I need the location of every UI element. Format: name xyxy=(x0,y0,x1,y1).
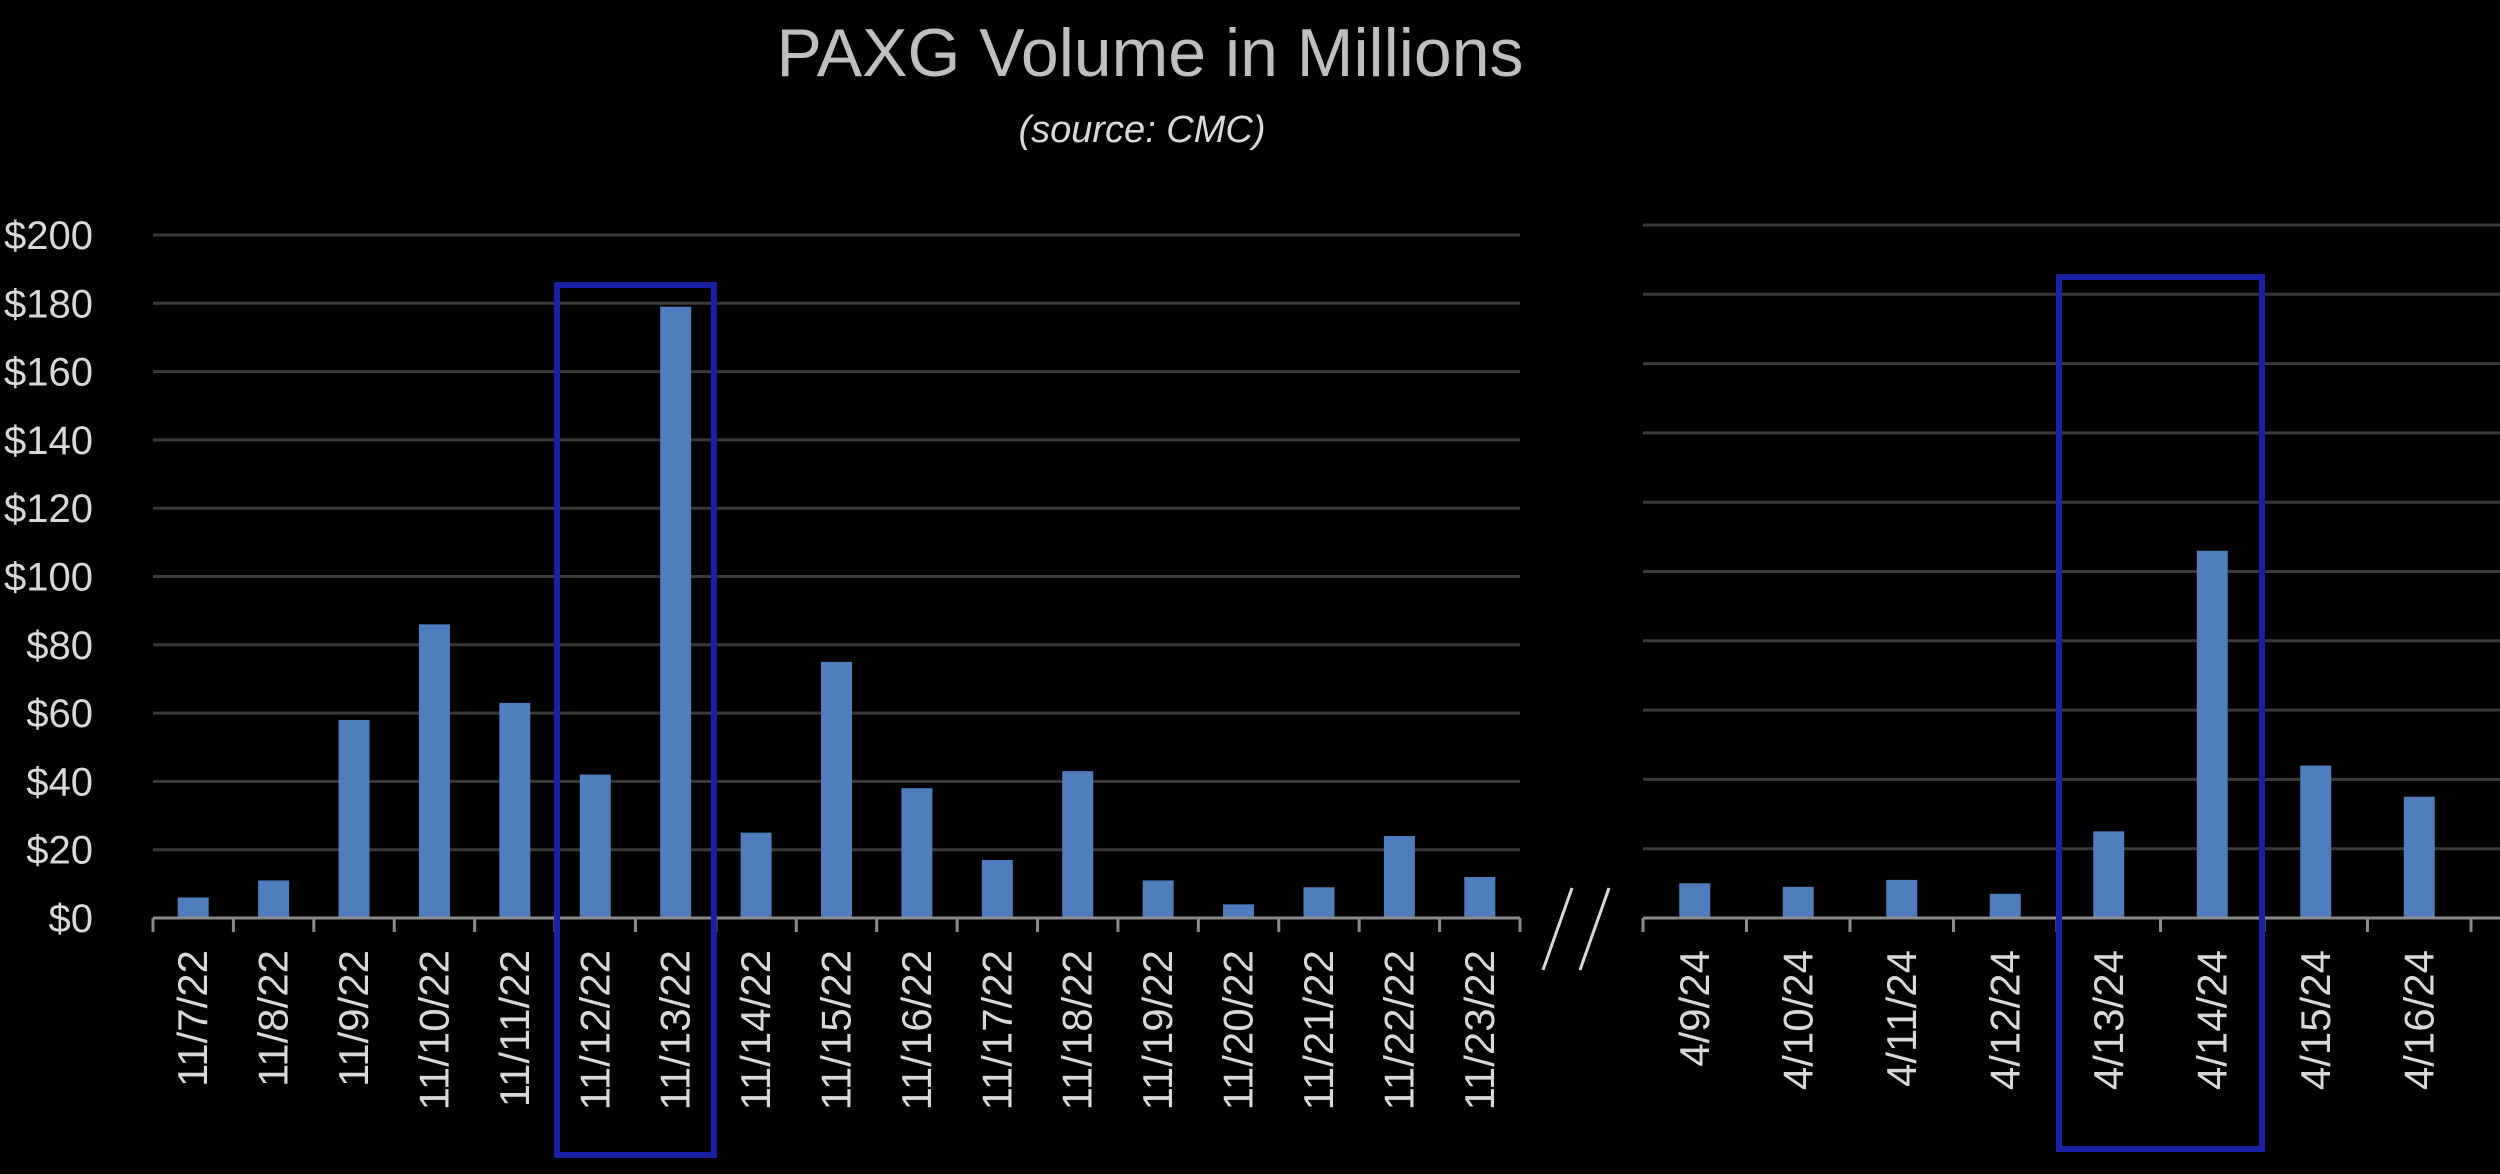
x-tick-label: 11/14/22 xyxy=(732,950,779,1110)
x-tick-label: 4/14/24 xyxy=(2188,950,2235,1090)
bar xyxy=(2196,550,2228,918)
y-tick-label: $80 xyxy=(26,624,93,668)
y-tick-label: $60 xyxy=(26,692,93,736)
x-tick-label: 11/7/22 xyxy=(169,950,216,1087)
x-tick-label: 11/12/22 xyxy=(571,950,618,1110)
bar xyxy=(660,306,692,919)
y-tick-label: $120 xyxy=(4,487,93,531)
bar xyxy=(1062,771,1094,918)
bars xyxy=(177,306,2435,919)
x-tick-label: 11/16/22 xyxy=(893,950,940,1110)
bar xyxy=(258,880,290,918)
bar xyxy=(981,859,1013,918)
bar xyxy=(2300,765,2332,918)
x-tick-label: 11/22/22 xyxy=(1375,950,1422,1110)
highlight-box xyxy=(2056,274,2265,1152)
bar xyxy=(579,774,611,918)
bar xyxy=(1142,880,1174,918)
x-tick-label: 4/10/24 xyxy=(1774,950,1821,1090)
bar xyxy=(821,661,852,918)
bar xyxy=(1886,879,1918,918)
x-tick-label: 4/11/24 xyxy=(1878,950,1925,1087)
axis-break-slash xyxy=(1578,887,1611,971)
y-tick-label: $140 xyxy=(4,419,93,463)
bar xyxy=(1383,836,1415,918)
bar xyxy=(2403,796,2435,918)
bar xyxy=(1679,883,1711,918)
axis-break-slash xyxy=(1541,887,1574,971)
bar xyxy=(418,624,450,918)
bar xyxy=(1782,886,1814,918)
bar xyxy=(740,832,772,918)
y-tick-label: $160 xyxy=(4,351,93,395)
chart-subtitle: (source: CMC) xyxy=(1018,109,1265,151)
bar xyxy=(1464,877,1496,918)
chart-title: PAXG Volume in Millions xyxy=(776,15,1523,91)
y-axis-tick-labels: $0 $20 $40 $60 $80 $100 $120 $140 $160 $180 $200 xyxy=(4,214,93,941)
x-tick-label: 11/21/22 xyxy=(1295,950,1342,1110)
y-tick-label: $20 xyxy=(26,829,93,873)
x-tick-label: 4/9/24 xyxy=(1671,950,1718,1067)
x-tick-label: 4/16/24 xyxy=(2395,950,2442,1090)
x-axis-tick-labels: 11/7/22 11/8/22 11/9/22 11/10/22 11/11/22 11/… xyxy=(169,950,2442,1110)
highlight-boxes xyxy=(554,274,2265,1158)
x-tick-label: 11/10/22 xyxy=(410,950,457,1110)
bar xyxy=(901,788,933,918)
bar xyxy=(1989,893,2021,918)
bar xyxy=(1223,904,1255,918)
bar xyxy=(1303,887,1335,918)
y-tick-label: $40 xyxy=(26,760,93,804)
y-tick-label: $200 xyxy=(4,214,93,258)
bar xyxy=(2093,831,2125,918)
x-tick-label: 11/18/22 xyxy=(1054,950,1101,1110)
x-tick-label: 4/12/24 xyxy=(1981,950,2028,1090)
x-tick-label: 11/17/22 xyxy=(973,950,1020,1110)
y-tick-label: $180 xyxy=(4,282,93,326)
bar xyxy=(499,702,531,918)
x-tick-label: 11/19/22 xyxy=(1134,950,1181,1110)
x-tick-label: 4/15/24 xyxy=(2292,950,2339,1090)
y-tick-label: $0 xyxy=(49,897,94,941)
x-tick-label: 4/13/24 xyxy=(2085,950,2132,1090)
y-tick-label: $100 xyxy=(4,556,93,600)
x-tick-label: 11/8/22 xyxy=(250,950,297,1087)
x-tick-label: 11/20/22 xyxy=(1215,950,1262,1110)
x-tick-label: 11/13/22 xyxy=(652,950,699,1110)
gridlines xyxy=(153,223,2500,852)
x-axis xyxy=(151,916,2500,932)
x-tick-label: 11/15/22 xyxy=(813,950,860,1110)
x-tick-label: 11/9/22 xyxy=(330,950,377,1087)
highlight-box xyxy=(554,282,717,1158)
x-tick-label: 11/11/22 xyxy=(491,950,538,1107)
bar xyxy=(177,897,209,918)
axis-break-marker xyxy=(1541,887,1611,971)
bar xyxy=(338,719,370,918)
x-tick-label: 11/23/22 xyxy=(1456,950,1503,1110)
